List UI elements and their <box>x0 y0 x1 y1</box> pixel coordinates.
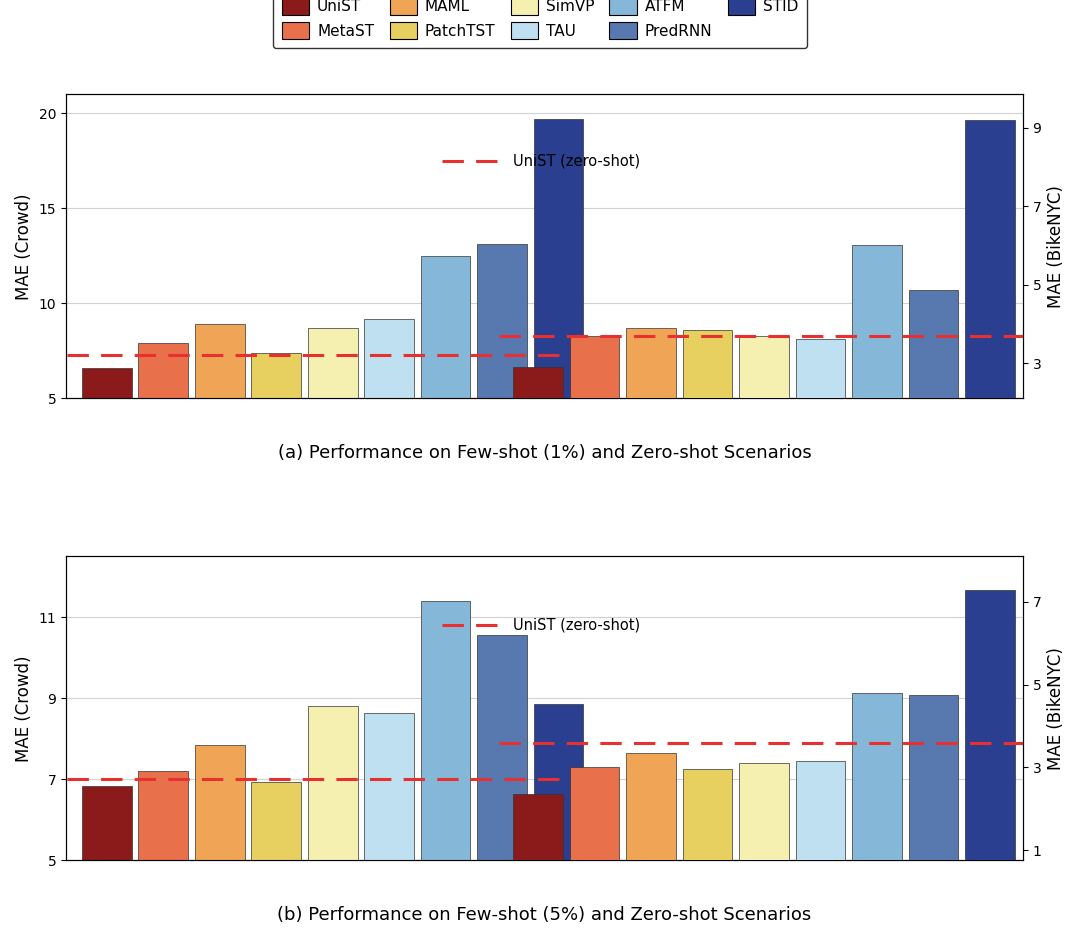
Bar <box>421 601 471 861</box>
Bar <box>513 794 563 861</box>
Bar <box>626 328 676 398</box>
Bar <box>138 343 188 398</box>
Bar <box>908 290 958 398</box>
Bar <box>82 368 132 398</box>
Y-axis label: MAE (Crowd): MAE (Crowd) <box>15 193 33 300</box>
Bar <box>966 589 1015 861</box>
Bar <box>308 328 357 398</box>
Bar <box>739 763 788 861</box>
Bar <box>534 704 583 861</box>
Text: (a) Performance on Few-shot (1%) and Zero-shot Scenarios: (a) Performance on Few-shot (1%) and Zer… <box>278 444 811 462</box>
Bar <box>421 256 471 398</box>
Bar <box>364 319 414 398</box>
Bar <box>739 336 788 398</box>
Bar <box>477 636 527 861</box>
Bar <box>908 695 958 861</box>
Bar <box>852 245 902 398</box>
Bar <box>477 244 527 398</box>
Text: UniST (zero-shot): UniST (zero-shot) <box>513 154 640 168</box>
Bar <box>852 693 902 861</box>
Bar <box>570 336 620 398</box>
Bar <box>626 753 676 861</box>
Text: UniST (zero-shot): UniST (zero-shot) <box>513 618 640 633</box>
Legend: UniST, MetaST, MAML, PatchTST, SimVP, TAU, ATFM, PredRNN, STID: UniST, MetaST, MAML, PatchTST, SimVP, TA… <box>273 0 807 48</box>
Y-axis label: MAE (BikeNYC): MAE (BikeNYC) <box>1047 647 1065 769</box>
Bar <box>966 120 1015 398</box>
Text: (b) Performance on Few-shot (5%) and Zero-shot Scenarios: (b) Performance on Few-shot (5%) and Zer… <box>278 906 811 924</box>
Bar <box>82 786 132 861</box>
Bar <box>252 783 301 861</box>
Y-axis label: MAE (Crowd): MAE (Crowd) <box>15 655 33 762</box>
Bar <box>570 768 620 861</box>
Bar <box>138 771 188 861</box>
Bar <box>796 339 846 398</box>
Bar <box>534 119 583 398</box>
Bar <box>683 769 732 861</box>
Bar <box>194 324 244 398</box>
Bar <box>683 330 732 398</box>
Bar <box>513 367 563 398</box>
Bar <box>308 706 357 861</box>
Bar <box>796 761 846 861</box>
Bar <box>252 353 301 398</box>
Y-axis label: MAE (BikeNYC): MAE (BikeNYC) <box>1047 185 1065 307</box>
Bar <box>194 745 244 861</box>
Bar <box>364 713 414 861</box>
